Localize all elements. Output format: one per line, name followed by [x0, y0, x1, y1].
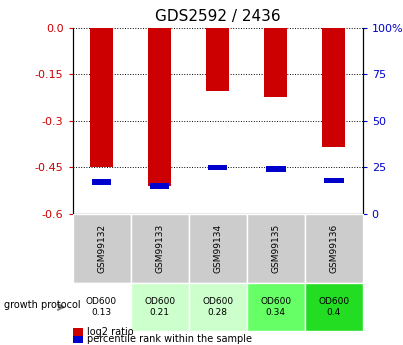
Text: growth protocol: growth protocol: [4, 300, 81, 310]
Text: OD600
0.21: OD600 0.21: [144, 297, 175, 317]
Bar: [90, 28, 113, 167]
Text: log2 ratio: log2 ratio: [87, 327, 133, 337]
Bar: [266, 166, 285, 172]
Text: OD600
0.4: OD600 0.4: [318, 297, 349, 317]
Bar: [148, 28, 171, 186]
Text: GSM99136: GSM99136: [329, 224, 338, 273]
Text: GSM99134: GSM99134: [213, 224, 222, 273]
Bar: [92, 179, 111, 185]
Bar: [206, 28, 229, 91]
Bar: [264, 28, 287, 97]
Bar: [150, 183, 169, 189]
Text: GSM99135: GSM99135: [271, 224, 280, 273]
Text: OD600
0.28: OD600 0.28: [202, 297, 233, 317]
Text: GSM99133: GSM99133: [155, 224, 164, 273]
Text: OD600
0.34: OD600 0.34: [260, 297, 291, 317]
Text: OD600
0.13: OD600 0.13: [86, 297, 117, 317]
Text: GSM99132: GSM99132: [97, 224, 106, 273]
Text: percentile rank within the sample: percentile rank within the sample: [87, 335, 251, 344]
Bar: [322, 28, 345, 147]
Bar: [208, 165, 227, 170]
Title: GDS2592 / 2436: GDS2592 / 2436: [155, 9, 280, 24]
Bar: [324, 178, 343, 183]
